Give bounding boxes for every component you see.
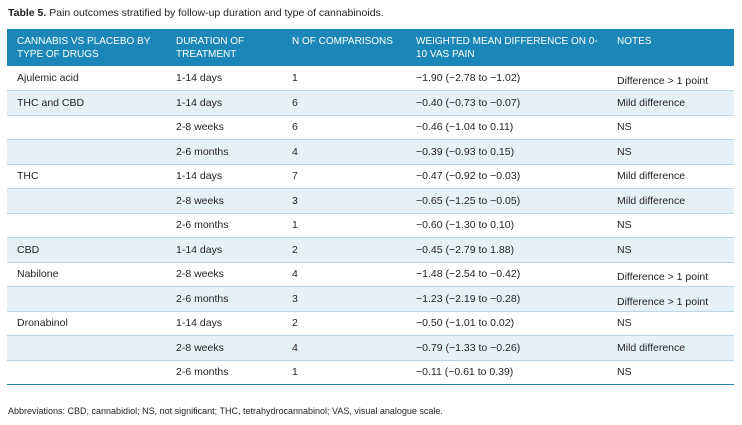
table-row: 2-8 weeks 4 −0.79 (−1.33 to −0.26) Mild dif… [7, 335, 734, 361]
cell-drug-type [7, 188, 166, 214]
table-body: Ajulemic acid 1-14 days 1 −1.90 (−2.78 to −… [7, 66, 734, 385]
cell-drug-type: Nabilone [7, 262, 166, 287]
cell-duration: 2-6 months [166, 139, 282, 165]
cell-comparisons: 3 [282, 188, 406, 214]
cell-comparisons: 2 [282, 311, 406, 336]
table-row: CBD 1-14 days 2 −0.45 (−2.79 to 1.88) NS [7, 237, 734, 263]
cell-drug-type: Dronabinol [7, 311, 166, 336]
cell-comparisons: 3 [282, 286, 406, 312]
cell-notes: NS [607, 139, 734, 165]
cell-comparisons: 4 [282, 335, 406, 361]
cell-duration: 2-8 weeks [166, 262, 282, 287]
cell-duration: 2-6 months [166, 286, 282, 312]
cell-comparisons: 1 [282, 360, 406, 385]
cell-duration: 1-14 days [166, 311, 282, 336]
cell-drug-type [7, 139, 166, 165]
table-row: Ajulemic acid 1-14 days 1 −1.90 (−2.78 to −… [7, 66, 734, 91]
cell-mean-difference: −0.65 (−1.25 to −0.05) [406, 188, 607, 214]
cell-comparisons: 1 [282, 213, 406, 238]
results-table-container: CANNABIS VS PLACEBO BY TYPE OF DRUGS DUR… [7, 29, 734, 385]
cell-notes: Difference > 1 point [607, 262, 734, 287]
cell-notes: NS [607, 360, 734, 385]
table-row: THC 1-14 days 7 −0.47 (−0.92 to −0.03) Mild … [7, 164, 734, 189]
cell-duration: 1-14 days [166, 66, 282, 91]
table-caption: Table 5. Pain outcomes stratified by fol… [8, 6, 384, 20]
cell-drug-type: Ajulemic acid [7, 66, 166, 91]
cell-comparisons: 1 [282, 66, 406, 91]
header-row: CANNABIS VS PLACEBO BY TYPE OF DRUGS DUR… [7, 29, 734, 66]
cell-notes: Mild difference [607, 164, 734, 189]
cell-notes: Mild difference [607, 335, 734, 361]
cell-mean-difference: −0.79 (−1.33 to −0.26) [406, 335, 607, 361]
cell-comparisons: 4 [282, 262, 406, 287]
cell-comparisons: 6 [282, 115, 406, 140]
cell-mean-difference: −0.45 (−2.79 to 1.88) [406, 237, 607, 263]
cell-drug-type [7, 360, 166, 385]
cell-drug-type: CBD [7, 237, 166, 263]
cell-duration: 2-8 weeks [166, 188, 282, 214]
table-row: 2-6 months 1 −0.60 (−1.30 to 0.10) NS [7, 213, 734, 238]
table-row: 2-6 months 1 −0.11 (−0.61 to 0.39) NS [7, 360, 734, 385]
cell-mean-difference: −1.48 (−2.54 to −0.42) [406, 262, 607, 287]
table-row: 2-6 months 3 −1.23 (−2.19 to −0.28) Differe… [7, 286, 734, 312]
cell-comparisons: 4 [282, 139, 406, 165]
cell-duration: 1-14 days [166, 90, 282, 116]
cell-duration: 1-14 days [166, 237, 282, 263]
cell-mean-difference: −0.60 (−1.30 to 0.10) [406, 213, 607, 238]
header-duration: DURATION OF TREATMENT [166, 29, 282, 66]
cell-duration: 2-6 months [166, 360, 282, 385]
cell-drug-type [7, 335, 166, 361]
cell-notes: NS [607, 213, 734, 238]
cell-drug-type [7, 286, 166, 312]
cell-drug-type: THC and CBD [7, 90, 166, 116]
table-row: Nabilone 2-8 weeks 4 −1.48 (−2.54 to −0.42)… [7, 262, 734, 287]
cell-mean-difference: −1.90 (−2.78 to −1.02) [406, 66, 607, 91]
cell-duration: 1-14 days [166, 164, 282, 189]
table-row: 2-8 weeks 6 −0.46 (−1.04 to 0.11) NS [7, 115, 734, 140]
table-row: 2-6 months 4 −0.39 (−0.93 to 0.15) NS [7, 139, 734, 165]
header-comparisons: N OF COMPARISONS [282, 29, 406, 66]
table-caption-label: Table 5. [8, 7, 47, 19]
cell-notes: Difference > 1 point [607, 66, 734, 91]
cell-mean-difference: −0.39 (−0.93 to 0.15) [406, 139, 607, 165]
cell-mean-difference: −0.50 (−1.01 to 0.02) [406, 311, 607, 336]
cell-comparisons: 6 [282, 90, 406, 116]
cell-mean-difference: −0.47 (−0.92 to −0.03) [406, 164, 607, 189]
table-footnote: Abbreviations: CBD, cannabidiol; NS, not… [8, 406, 443, 416]
cell-drug-type [7, 115, 166, 140]
table-row: 2-8 weeks 3 −0.65 (−1.25 to −0.05) Mild dif… [7, 188, 734, 214]
cell-duration: 2-8 weeks [166, 335, 282, 361]
cell-drug-type: THC [7, 164, 166, 189]
cell-notes: Mild difference [607, 188, 734, 214]
header-drug-type: CANNABIS VS PLACEBO BY TYPE OF DRUGS [7, 29, 166, 66]
header-notes: NOTES [607, 29, 734, 66]
results-table: CANNABIS VS PLACEBO BY TYPE OF DRUGS DUR… [7, 29, 734, 385]
cell-notes: NS [607, 311, 734, 336]
cell-duration: 2-8 weeks [166, 115, 282, 140]
cell-mean-difference: −0.11 (−0.61 to 0.39) [406, 360, 607, 385]
table-row: Dronabinol 1-14 days 2 −0.50 (−1.01 to 0.02… [7, 311, 734, 336]
table-row: THC and CBD 1-14 days 6 −0.40 (−0.73 to −0.… [7, 90, 734, 116]
cell-mean-difference: −0.46 (−1.04 to 0.11) [406, 115, 607, 140]
cell-notes: NS [607, 115, 734, 140]
table-caption-text: Pain outcomes stratified by follow-up du… [49, 7, 384, 19]
table-header: CANNABIS VS PLACEBO BY TYPE OF DRUGS DUR… [7, 29, 734, 66]
cell-comparisons: 2 [282, 237, 406, 263]
cell-comparisons: 7 [282, 164, 406, 189]
cell-notes: NS [607, 237, 734, 263]
cell-duration: 2-6 months [166, 213, 282, 238]
cell-drug-type [7, 213, 166, 238]
cell-notes: Difference > 1 point [607, 286, 734, 312]
cell-mean-difference: −0.40 (−0.73 to −0.07) [406, 90, 607, 116]
cell-mean-difference: −1.23 (−2.19 to −0.28) [406, 286, 607, 312]
cell-notes: Mild difference [607, 90, 734, 116]
header-mean-difference: WEIGHTED MEAN DIFFERENCE ON 0-10 VAS PAI… [406, 29, 607, 66]
